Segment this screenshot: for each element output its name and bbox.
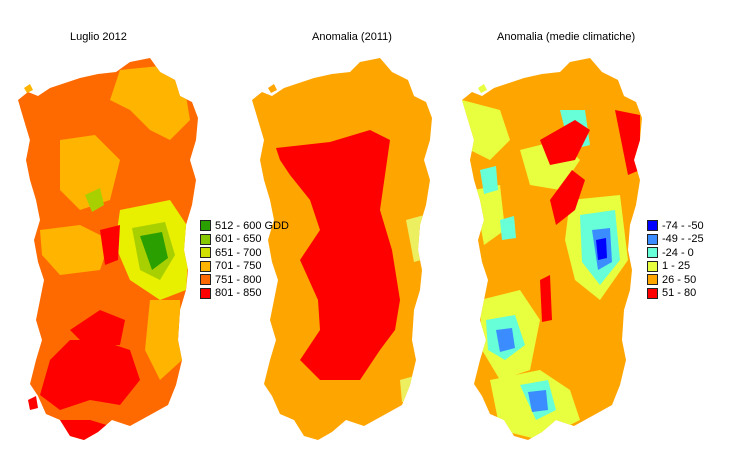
legend-swatch [200, 233, 211, 245]
legend-gdd-item: 601 - 650 [200, 233, 289, 247]
legend-swatch [647, 233, 658, 245]
legend-swatch [647, 220, 658, 232]
legend-label: 801 - 850 [215, 287, 262, 300]
legend-swatch [647, 247, 658, 259]
legend-label: 1 - 25 [662, 260, 691, 273]
legend-gdd-item: 701 - 750 [200, 260, 289, 274]
legend-swatch [647, 274, 658, 286]
legend-swatch [200, 260, 211, 272]
legend-label: 51 - 80 [662, 287, 697, 300]
legend-gdd-item: 651 - 700 [200, 246, 289, 260]
legend-anomaly-item: -49 - -25 [647, 233, 704, 247]
legend-swatch [200, 247, 211, 259]
map-title-anomaly-climate: Anomalia (medie climatiche) [497, 31, 636, 43]
legend-label: 26 - 50 [662, 273, 697, 286]
legend-label: 601 - 650 [215, 233, 262, 246]
legend-anomaly-item: 26 - 50 [647, 273, 704, 287]
legend-swatch [200, 220, 211, 232]
legend-gdd-item: 751 - 800 [200, 273, 289, 287]
legend-gdd: 512 - 600 GDD 601 - 650 651 - 700 701 - … [200, 219, 289, 300]
legend-label: -49 - -25 [662, 233, 704, 246]
legend-swatch [647, 260, 658, 272]
legend-label: 701 - 750 [215, 260, 262, 273]
legend-anomaly-item: -74 - -50 [647, 219, 704, 233]
legend-label: -74 - -50 [662, 219, 704, 232]
legend-swatch [200, 274, 211, 286]
legend-label: -24 - 0 [662, 246, 694, 259]
legend-label: 751 - 800 [215, 273, 262, 286]
legend-swatch [200, 287, 211, 299]
map-title-anomaly-2011: Anomalia (2011) [312, 31, 392, 43]
legend-anomaly-item: -24 - 0 [647, 246, 704, 260]
legend-gdd-item: 512 - 600 GDD [200, 219, 289, 233]
legend-anomaly: -74 - -50 -49 - -25 -24 - 0 1 - 25 26 - … [647, 219, 704, 300]
legend-anomaly-item: 51 - 80 [647, 287, 704, 301]
legend-gdd-item: 801 - 850 [200, 287, 289, 301]
legend-swatch [647, 287, 658, 299]
legend-anomaly-item: 1 - 25 [647, 260, 704, 274]
legend-label: 651 - 700 [215, 246, 262, 259]
map-title-july-2012: Luglio 2012 [70, 31, 127, 43]
legend-label: 512 - 600 GDD [215, 219, 289, 232]
